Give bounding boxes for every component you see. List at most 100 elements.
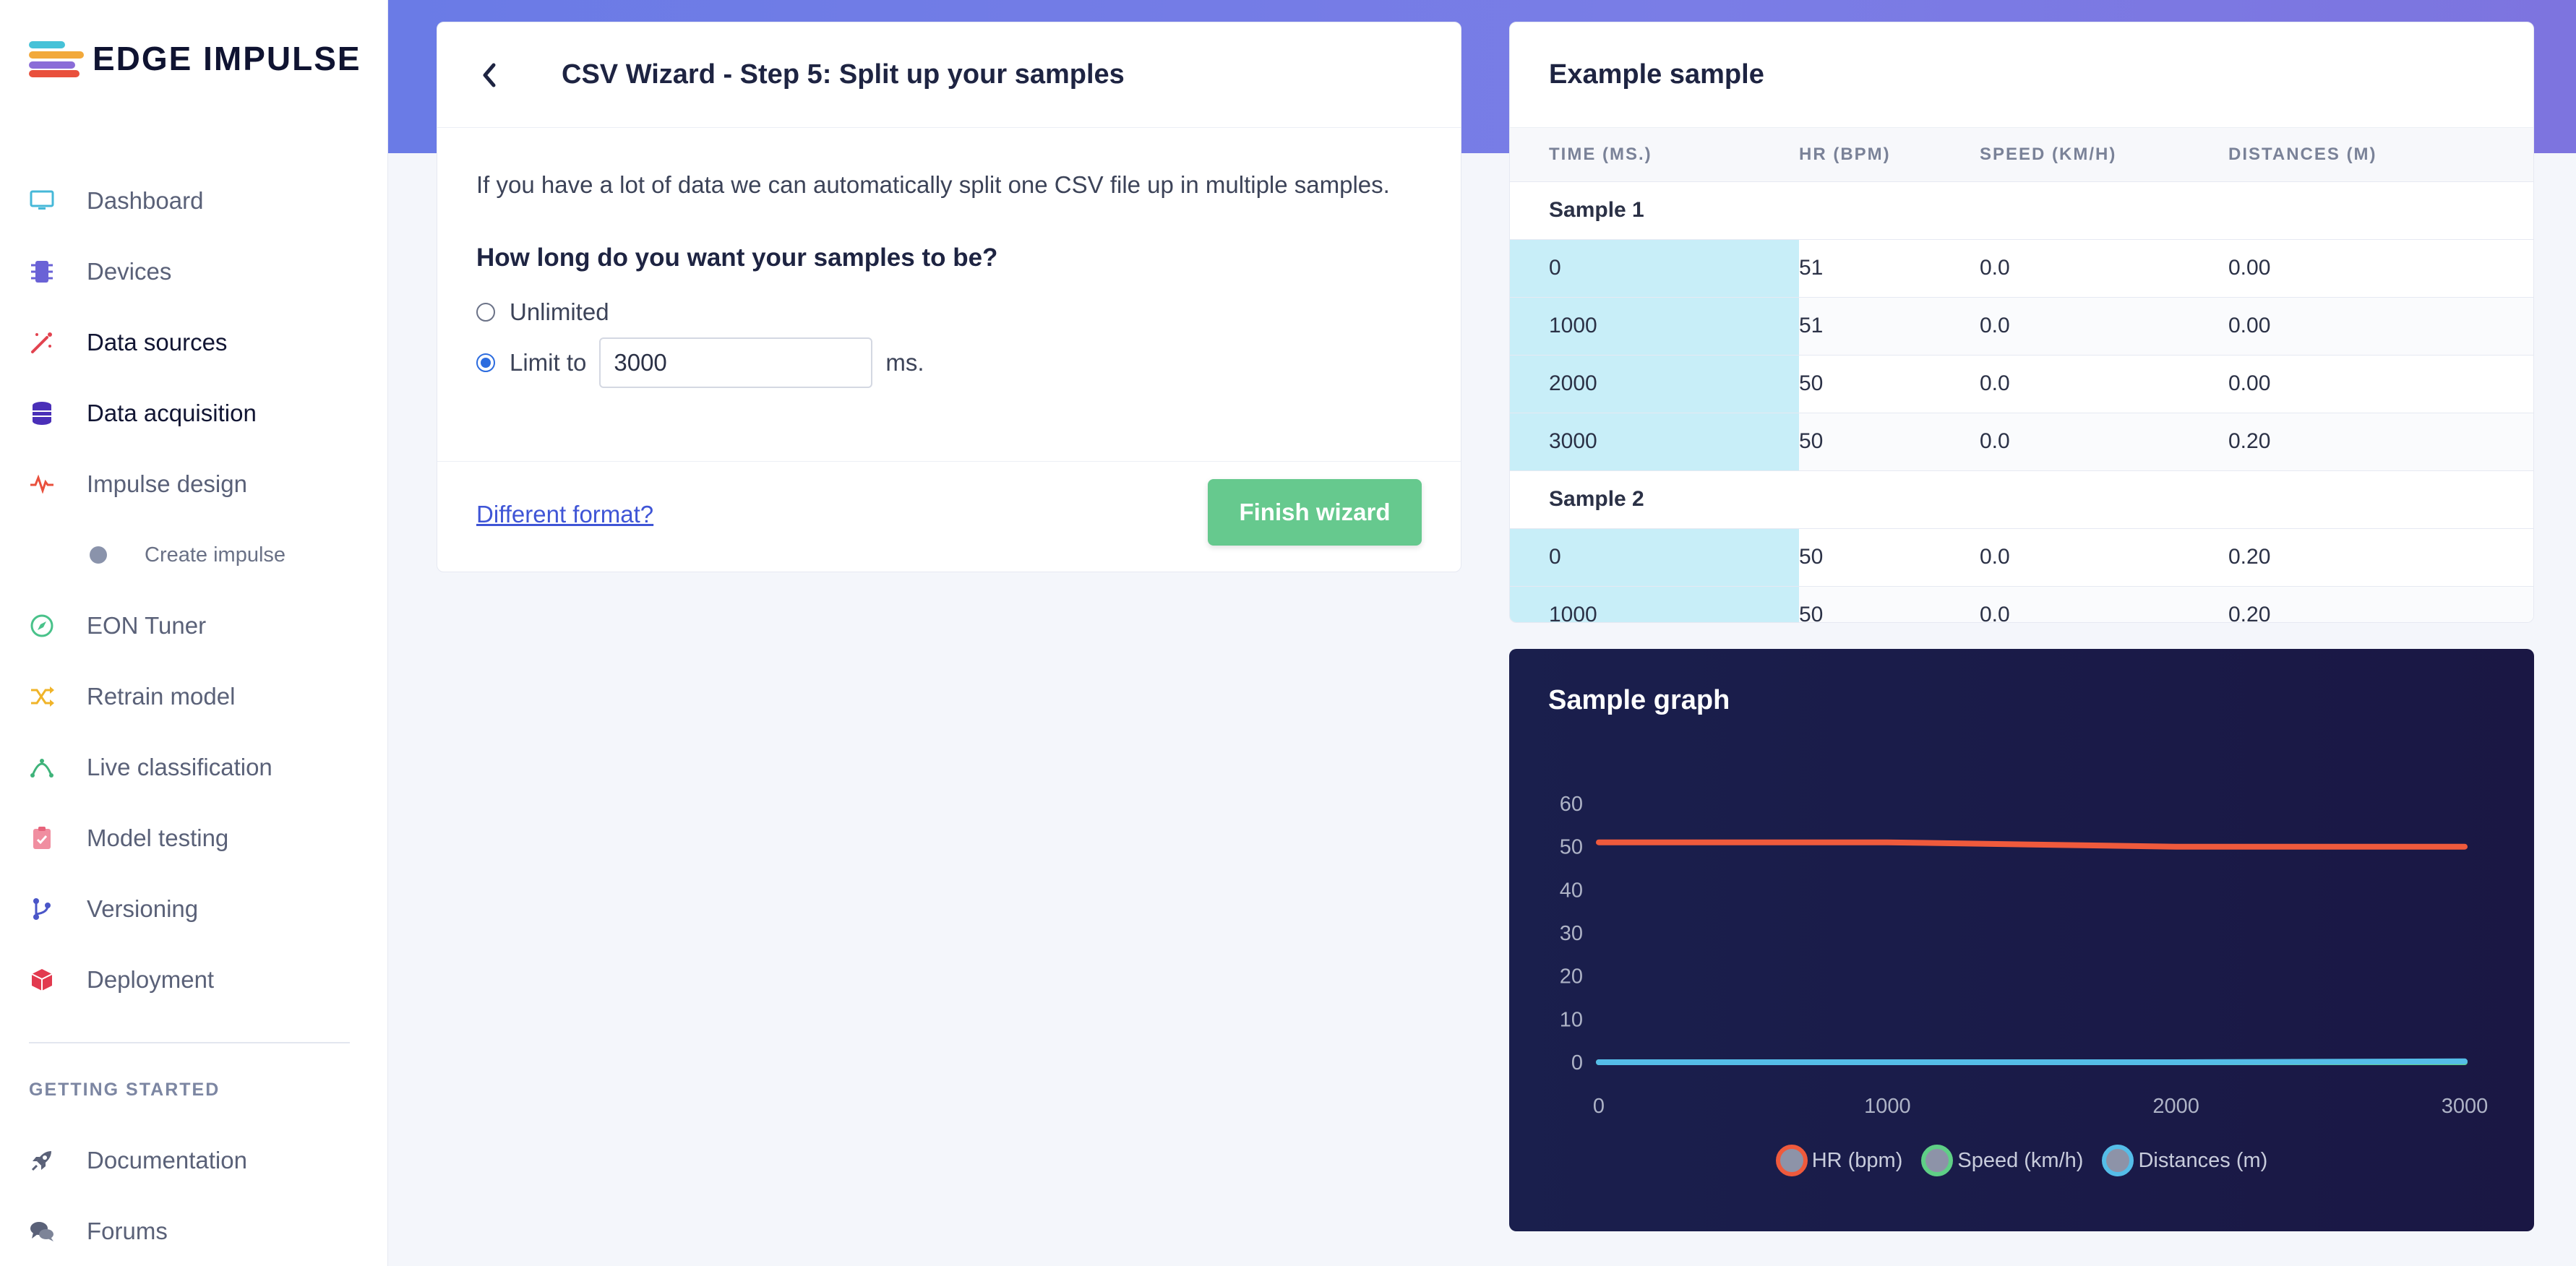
sidebar-item-label: Create impulse — [145, 543, 286, 567]
sidebar-item-label: Forums — [87, 1218, 168, 1244]
wizard-title: CSV Wizard - Step 5: Split up your sampl… — [562, 59, 1125, 90]
legend-item-0[interactable]: HR (bpm) — [1775, 1145, 1903, 1176]
option-unlimited[interactable]: Unlimited — [476, 298, 609, 326]
edge-impulse-logo-icon — [29, 40, 84, 77]
sidebar-item-data-sources[interactable]: Data sources — [29, 321, 361, 364]
example-sample-card: Example sample TIME (MS.) HR (BPM) SPEED… — [1509, 22, 2534, 623]
limit-ms-input[interactable]: 3000 — [599, 337, 873, 388]
wizard-body: If you have a lot of data we can automat… — [437, 128, 1461, 462]
table-cell: 0.00 — [2228, 297, 2533, 356]
table-header-row: TIME (MS.) HR (BPM) SPEED (KM/H) DISTANC… — [1510, 128, 2533, 182]
table-cell: 0.0 — [1980, 355, 2228, 413]
sidebar-divider — [29, 1042, 350, 1043]
sidebar-item-label: EON Tuner — [87, 612, 207, 639]
table-cell: 0.20 — [2228, 413, 2533, 471]
sidebar-item-data-acquisition[interactable]: Data acquisition — [29, 392, 361, 435]
sidebar-item-label: Live classification — [87, 754, 272, 780]
sidebar-item-retrain-model[interactable]: Retrain model — [29, 675, 361, 718]
x-tick-label: 0 — [1593, 1095, 1605, 1118]
sidebar-item-label: Model testing — [87, 824, 229, 851]
column-header: SPEED (KM/H) — [1980, 128, 2228, 182]
csv-wizard-card: CSV Wizard - Step 5: Split up your sampl… — [437, 22, 1461, 572]
pulse-icon — [29, 471, 55, 497]
series-line-0 — [1596, 839, 2468, 850]
sidebar-item-label: Impulse design — [87, 470, 247, 497]
column-header: DISTANCES (M) — [2228, 128, 2533, 182]
back-arrow-icon[interactable] — [475, 61, 504, 90]
sidebar-item-eon-tuner[interactable]: EON Tuner — [29, 604, 361, 647]
unlimited-radio[interactable] — [476, 303, 495, 322]
legend-label: Speed (km/h) — [1957, 1148, 2084, 1172]
table-row: 0 51 0.0 0.00 — [1510, 239, 2533, 298]
git-icon — [29, 896, 55, 922]
sidebar-item-label: Versioning — [87, 895, 199, 922]
clipboard-icon — [29, 825, 55, 851]
column-header: TIME (MS.) — [1510, 128, 1799, 182]
sample-group-row: Sample 1 — [1510, 181, 2533, 240]
table-cell: 0 — [1510, 528, 1799, 587]
sidebar-section-title: GETTING STARTED — [29, 1080, 220, 1100]
legend-label: Distances (m) — [2138, 1148, 2268, 1172]
y-tick-label: 20 — [1560, 965, 1583, 989]
y-tick-label: 30 — [1560, 922, 1583, 945]
rocket-icon — [29, 1147, 55, 1174]
sidebar-item-devices[interactable]: Devices — [29, 250, 361, 293]
legend-label: HR (bpm) — [1811, 1148, 1903, 1172]
table-cell: 51 — [1799, 239, 1980, 298]
sidebar-item-create-impulse[interactable]: Create impulse — [29, 533, 361, 577]
brand-logo[interactable]: EDGE IMPULSE — [29, 39, 361, 78]
limit-radio[interactable] — [476, 353, 495, 372]
sidebar-item-model-testing[interactable]: Model testing — [29, 817, 361, 860]
y-tick-label: 60 — [1560, 793, 1583, 816]
x-tick-label: 2000 — [2152, 1095, 2199, 1118]
brand-name: EDGE IMPULSE — [93, 40, 361, 77]
sample-graph-card: Sample graph 60 50 40 30 20 10 0 0 1000 2000 3000 … — [1509, 649, 2534, 1231]
legend-item-1[interactable]: Speed (km/h) — [1921, 1145, 2083, 1176]
table-row: 1000 50 0.0 0.20 — [1510, 586, 2533, 622]
sidebar-item-versioning[interactable]: Versioning — [29, 887, 361, 931]
compass-icon — [29, 613, 55, 639]
table-cell: 0 — [1510, 239, 1799, 298]
shuffle-icon — [29, 684, 55, 710]
table-cell: 0.20 — [2228, 528, 2533, 587]
sidebar-item-deployment[interactable]: Deployment — [29, 958, 361, 1002]
legend-item-2[interactable]: Distances (m) — [2102, 1145, 2267, 1176]
sidebar-item-label: Documentation — [87, 1147, 247, 1174]
x-tick-label: 1000 — [1864, 1095, 1911, 1118]
wand-icon — [29, 330, 55, 356]
wizard-header: CSV Wizard - Step 5: Split up your sampl… — [437, 22, 1461, 128]
sidebar-item-forums[interactable]: Forums — [29, 1210, 361, 1253]
legend-swatch — [1775, 1145, 1808, 1176]
column-header: HR (BPM) — [1799, 128, 1980, 182]
table-cell: 0.20 — [2228, 586, 2533, 622]
sidebar-item-live-classification[interactable]: Live classification — [29, 746, 361, 789]
table-cell: 1000 — [1510, 586, 1799, 622]
dot-icon — [90, 546, 107, 564]
table-cell: 51 — [1799, 297, 1980, 356]
sidebar-item-label: Retrain model — [87, 683, 236, 710]
limit-unit-label: ms. — [885, 349, 924, 376]
table-cell: 0.0 — [1980, 586, 2228, 622]
sidebar-item-documentation[interactable]: Documentation — [29, 1139, 361, 1182]
unlimited-label: Unlimited — [510, 298, 609, 325]
sidebar-item-label: Devices — [87, 258, 172, 285]
table-row: 1000 51 0.0 0.00 — [1510, 297, 2533, 356]
table-cell: 3000 — [1510, 413, 1799, 471]
wizard-intro-text: If you have a lot of data we can automat… — [476, 171, 1390, 198]
table-cell: 50 — [1799, 413, 1980, 471]
option-limit[interactable]: Limit to 3000 ms. — [476, 337, 924, 388]
sidebar-item-impulse-design[interactable]: Impulse design — [29, 462, 361, 506]
table-cell: 0.00 — [2228, 355, 2533, 413]
sample-length-question: How long do you want your samples to be? — [476, 244, 998, 272]
sidebar-item-dashboard[interactable]: Dashboard — [29, 179, 361, 223]
legend-swatch — [1921, 1145, 1954, 1176]
sidebar-item-label: Data sources — [87, 329, 228, 356]
x-tick-label: 3000 — [2442, 1095, 2489, 1118]
finish-wizard-button[interactable]: Finish wizard — [1208, 479, 1422, 546]
sidebar-item-label: Data acquisition — [87, 400, 257, 426]
different-format-link[interactable]: Different format? — [476, 501, 654, 528]
sample-graph-title: Sample graph — [1548, 685, 1730, 715]
table-cell: 0.0 — [1980, 297, 2228, 356]
wizard-footer: Different format? Finish wizard — [437, 462, 1461, 572]
